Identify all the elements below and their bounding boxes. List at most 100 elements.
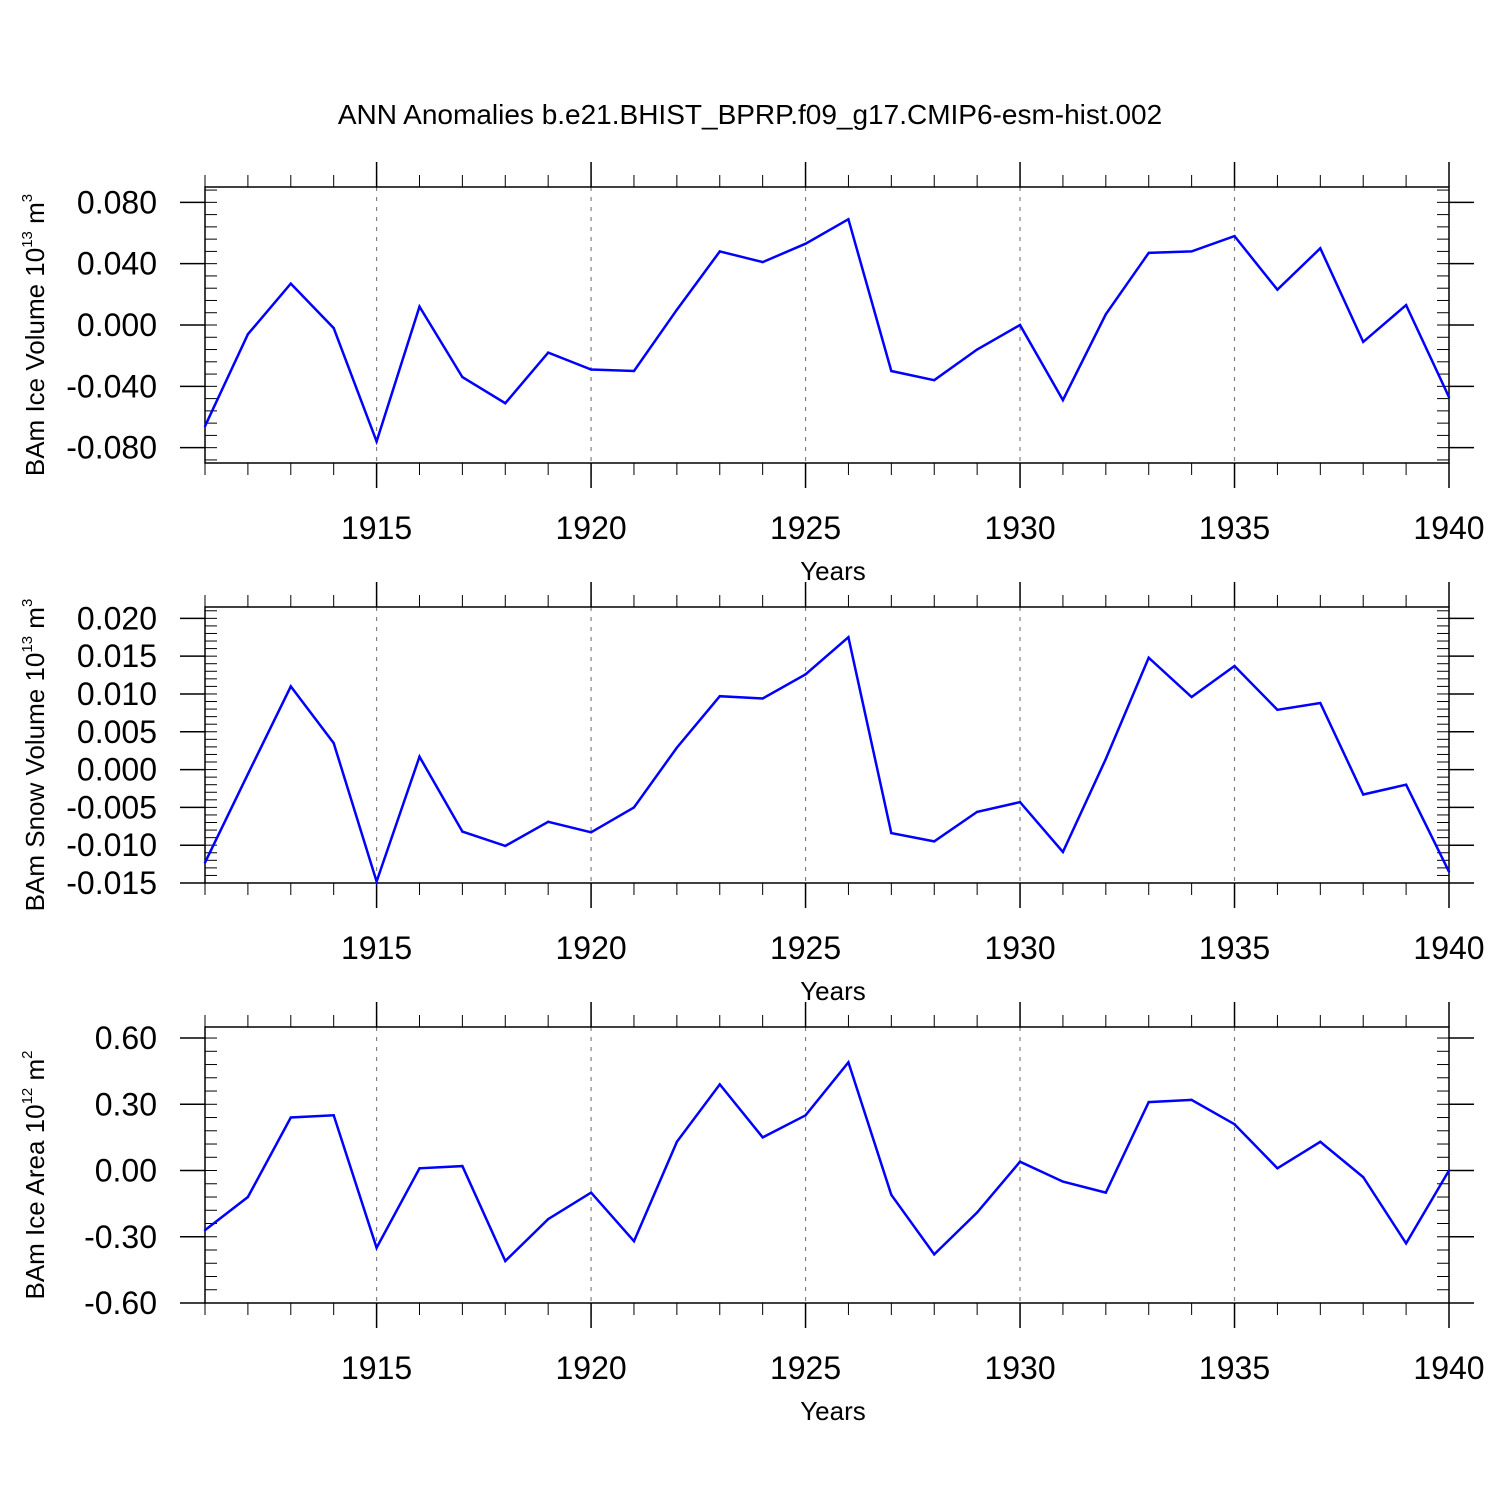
x-axis-title: Years [800,1396,866,1426]
data-point-1937 [1319,247,1322,250]
y-tick-label: -0.040 [66,368,157,404]
data-point-1932 [1104,313,1108,316]
data-point-1923 [718,250,721,253]
y-tick-label: -0.30 [84,1219,157,1255]
data-point-1916 [418,1167,421,1170]
data-point-1934 [1190,695,1193,699]
data-point-1914 [332,1114,335,1117]
y-axis-title-exponent: 13 [19,231,36,248]
data-point-1931 [1061,398,1065,402]
data-point-1922 [675,746,679,749]
data-point-1929 [975,810,979,814]
y-axis-title-main: BAm Ice Volume 10 [20,248,50,476]
data-point-1914 [332,741,335,745]
data-point-1913 [289,282,292,285]
data-point-1937 [1319,1140,1322,1144]
data-point-1914 [332,326,335,330]
x-tick-label: 1925 [770,930,841,966]
x-tick-label: 1940 [1413,510,1484,546]
x-tick-label: 1935 [1199,930,1270,966]
y-tick-label: 0.010 [77,676,157,712]
data-point-1918 [504,1259,507,1263]
data-point-1930 [1018,800,1022,804]
data-point-1936 [1276,708,1279,712]
plot-frame [204,1026,1450,1304]
x-tick-label: 1930 [984,930,1055,966]
data-point-1940 [1447,395,1451,399]
y-axis-title-main: BAm Snow Volume 10 [20,653,50,912]
data-point-1934 [1190,1098,1193,1102]
data-point-1937 [1319,701,1322,705]
data-point-1940 [1447,1169,1451,1172]
y-axis-title: BAm Snow Volume 1013 m3 [19,599,50,912]
y-tick-label: 0.000 [77,752,157,788]
data-point-1923 [718,695,721,698]
data-point-1935 [1233,1122,1236,1126]
data-point-1924 [761,260,764,264]
data-point-1920 [589,1191,593,1194]
data-point-1939 [1404,303,1408,307]
data-point-1917 [461,1164,464,1168]
data-point-1939 [1404,1242,1408,1245]
x-tick-label: 1915 [341,510,412,546]
y-tick-label: -0.010 [66,827,157,863]
data-point-1931 [1061,850,1065,854]
data-point-1927 [890,1193,893,1197]
data-point-1923 [718,1083,721,1086]
data-point-1911 [203,861,207,864]
data-point-1911 [203,425,207,428]
data-point-1913 [289,1116,292,1119]
data-point-1918 [504,844,507,848]
x-tick-label: 1920 [555,1350,626,1386]
y-axis-title-unit: m [20,202,50,231]
data-point-1912 [246,333,250,336]
data-point-1911 [203,1228,207,1232]
data-point-1925 [804,242,807,245]
y-axis-title: BAm Ice Area 1012 m2 [19,1050,50,1299]
y-axis-title: BAm Ice Volume 1013 m3 [19,194,50,476]
data-point-1928 [933,379,936,382]
data-point-1926 [847,1061,850,1064]
data-point-1928 [933,840,936,843]
y-axis-title-unit: m [20,1059,50,1088]
data-point-1935 [1233,234,1236,238]
data-point-1919 [546,820,550,823]
x-tick-label: 1920 [555,930,626,966]
plot-frame [204,606,1450,884]
data-point-1931 [1061,1180,1065,1183]
data-point-1927 [890,369,893,373]
data-point-1920 [589,368,593,371]
data-point-1930 [1018,323,1022,327]
y-axis-title-exponent: 13 [19,636,36,653]
x-tick-label: 1930 [984,1350,1055,1386]
chart-panel-1: -0.080 -0.040 0.000 0.040 0.080 1915 1920 1925 1… [19,162,1485,586]
data-point-1930 [1018,1160,1022,1163]
data-point-1938 [1362,1175,1365,1179]
x-tick-label: 1925 [770,510,841,546]
x-tick-label: 1915 [341,1350,412,1386]
data-point-1924 [761,1136,764,1139]
data-point-1940 [1447,870,1451,873]
data-point-1921 [632,1239,636,1243]
x-tick-label: 1935 [1199,1350,1270,1386]
y-axis-title-unit: m [20,607,50,636]
data-point-1922 [675,308,679,311]
data-point-1935 [1233,664,1236,668]
data-point-1915 [375,1246,378,1250]
data-point-1934 [1190,250,1193,253]
y-axis-title-unit-exponent: 3 [19,194,36,202]
data-point-1938 [1362,793,1365,796]
x-tick-label: 1915 [341,930,412,966]
data-point-1919 [546,1217,550,1221]
data-point-1924 [761,697,764,700]
data-point-1933 [1147,251,1150,255]
y-tick-label: 0.020 [77,600,157,636]
chart-panel-3: -0.60 -0.30 0.00 0.30 0.60 1915 1920 1925 1930 19… [19,1002,1485,1426]
data-point-1922 [675,1140,679,1144]
data-point-1929 [975,1211,979,1214]
data-point-1936 [1276,1167,1279,1170]
data-point-1927 [890,831,893,835]
series-line [203,634,1451,886]
data-point-1933 [1147,1100,1150,1104]
